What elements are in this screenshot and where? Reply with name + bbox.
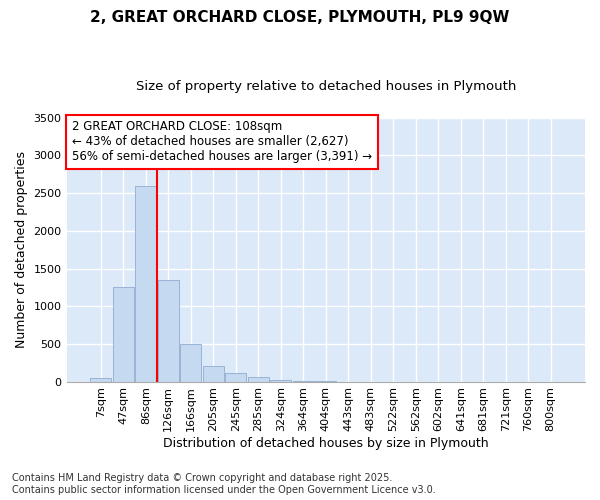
Text: Contains HM Land Registry data © Crown copyright and database right 2025.
Contai: Contains HM Land Registry data © Crown c… xyxy=(12,474,436,495)
Bar xyxy=(90,378,112,382)
Bar xyxy=(158,280,179,382)
Text: 2, GREAT ORCHARD CLOSE, PLYMOUTH, PL9 9QW: 2, GREAT ORCHARD CLOSE, PLYMOUTH, PL9 9Q… xyxy=(91,10,509,25)
Bar xyxy=(270,380,292,382)
Title: Size of property relative to detached houses in Plymouth: Size of property relative to detached ho… xyxy=(136,80,516,93)
Bar xyxy=(248,378,269,382)
Bar xyxy=(135,186,157,382)
Text: 2 GREAT ORCHARD CLOSE: 108sqm
← 43% of detached houses are smaller (2,627)
56% o: 2 GREAT ORCHARD CLOSE: 108sqm ← 43% of d… xyxy=(72,120,372,164)
X-axis label: Distribution of detached houses by size in Plymouth: Distribution of detached houses by size … xyxy=(163,437,488,450)
Bar xyxy=(203,366,224,382)
Y-axis label: Number of detached properties: Number of detached properties xyxy=(15,151,28,348)
Bar xyxy=(225,372,247,382)
Bar xyxy=(113,288,134,382)
Bar xyxy=(180,344,202,382)
